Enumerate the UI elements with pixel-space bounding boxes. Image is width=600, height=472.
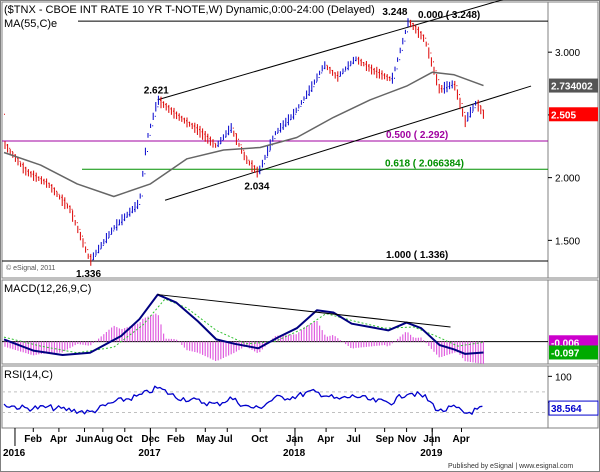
panel-frame-0	[1, 1, 599, 279]
price-tick-label-3: 1.500	[555, 236, 580, 247]
month-label-2: Jun	[76, 434, 94, 445]
price-tick-label-2: 2.000	[555, 174, 580, 185]
macd-value-tag: -0.097	[551, 348, 580, 359]
month-label-1: Apr	[50, 434, 67, 445]
rsi-value-tag-border	[548, 400, 599, 416]
ma-value-tag: 2.734002	[551, 82, 593, 93]
year-label-3: 2019	[420, 448, 443, 459]
year-label-0: 2016	[3, 448, 26, 459]
macd-histogram	[4, 313, 484, 364]
last-price-tag-bg	[549, 107, 598, 122]
month-label-16: Apr	[453, 434, 470, 445]
channel-upper-line	[157, 0, 504, 101]
swing-annotation-1: 2.621	[144, 86, 169, 97]
macd-title: MACD(12,26,9,C)	[4, 283, 91, 295]
fib-level-label-1: 0.500 ( 2.292)	[386, 130, 448, 141]
rsi-value-tag: 38.564	[551, 404, 582, 415]
month-label-12: Jul	[346, 434, 361, 445]
year-label-2: 2018	[283, 448, 306, 459]
swing-annotation-0: 1.336	[76, 269, 101, 280]
month-label-11: Apr	[317, 434, 334, 445]
footer-credit: Published by eSignal | www.esignal.com	[448, 463, 573, 470]
month-label-13: Sep	[376, 434, 394, 445]
chart-title: ($TNX - CBOE INT RATE 10 YR T-NOTE,W) Dy…	[4, 4, 375, 16]
year-label-1: 2017	[138, 448, 161, 459]
swing-annotation-3: 3.248	[382, 7, 407, 18]
month-label-8: Jul	[218, 434, 233, 445]
ma-55-line	[3, 71, 484, 198]
fib-level-label-2: 0.618 ( 2.066384)	[385, 158, 464, 169]
month-label-3: Aug	[94, 434, 113, 445]
copyright-text: © eSignal, 2011	[6, 264, 56, 272]
rsi-value-tag-bg	[549, 401, 598, 416]
macd-value-tag-bg	[549, 345, 598, 360]
macd-line	[3, 293, 484, 356]
macd-signal-tag: -0.006	[551, 338, 580, 349]
last-price-tag: 2.505	[551, 110, 576, 121]
fib-level-label-3: 1.000 ( 1.336)	[386, 250, 448, 261]
macd-signal-line	[3, 298, 484, 354]
month-label-6: Feb	[167, 434, 185, 445]
month-label-14: Nov	[398, 434, 417, 445]
month-label-4: Oct	[116, 434, 133, 445]
rsi-line	[3, 385, 483, 415]
panel-frame-1	[1, 279, 599, 365]
month-label-9: Oct	[251, 434, 268, 445]
price-tick-label-0: 3.000	[555, 48, 580, 59]
price-bars	[4, 18, 484, 266]
macd-divergence-line	[157, 294, 451, 328]
rsi-title: RSI(14,C)	[4, 369, 53, 381]
channel-lower-line	[164, 85, 532, 201]
rsi-tick-label-0: 100	[555, 372, 572, 383]
month-label-0: Feb	[24, 434, 42, 445]
month-label-7: May	[196, 434, 216, 445]
panel-frame-2	[1, 365, 599, 429]
swing-annotation-2: 2.034	[244, 181, 269, 192]
ma-indicator-label: MA(55,C)e	[4, 18, 57, 30]
ma-value-tag-bg	[549, 78, 598, 93]
